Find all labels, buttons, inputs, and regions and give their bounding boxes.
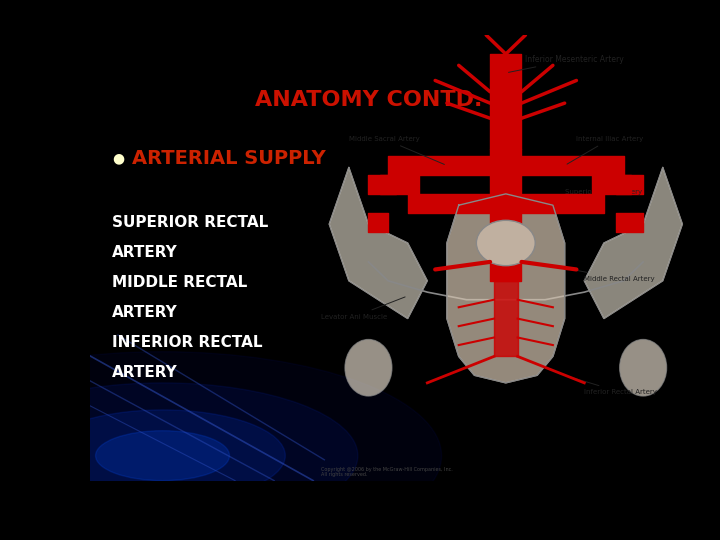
Text: Middle Sacral Artery: Middle Sacral Artery [349,136,444,164]
Text: SUPERIOR RECTAL: SUPERIOR RECTAL [112,215,269,230]
Ellipse shape [96,431,230,481]
Ellipse shape [40,410,285,501]
Text: ARTERY: ARTERY [112,305,178,320]
Polygon shape [585,167,683,319]
Text: INFERIOR RECTAL: INFERIOR RECTAL [112,335,263,350]
Text: ARTERY: ARTERY [112,365,178,380]
Ellipse shape [477,220,535,266]
Ellipse shape [345,339,392,396]
Text: ●: ● [112,151,124,165]
Text: ARTERIAL SUPPLY: ARTERIAL SUPPLY [132,149,325,168]
Text: ANATOMY CONTD.: ANATOMY CONTD. [256,90,482,110]
Text: Levator Ani Muscle: Levator Ani Muscle [321,297,405,320]
Text: Inferior Mesenteric Artery: Inferior Mesenteric Artery [508,55,624,72]
Text: Internal Iliac Artery: Internal Iliac Artery [567,136,644,164]
Polygon shape [329,167,428,319]
Text: ARTERY: ARTERY [112,245,178,260]
Text: Copyright @2006 by the McGraw-Hill Companies, Inc.
All rights reserved.: Copyright @2006 by the McGraw-Hill Compa… [321,467,453,477]
Polygon shape [447,194,564,383]
Ellipse shape [0,383,358,529]
Text: MIDDLE RECTAL: MIDDLE RECTAL [112,275,248,290]
Ellipse shape [0,352,441,540]
Text: Middle Rectal Artery: Middle Rectal Artery [556,266,655,282]
Text: Inferior Rectal Artery: Inferior Rectal Artery [567,376,657,395]
Ellipse shape [620,339,667,396]
Text: Superior Rectal Artery: Superior Rectal Artery [524,189,642,205]
